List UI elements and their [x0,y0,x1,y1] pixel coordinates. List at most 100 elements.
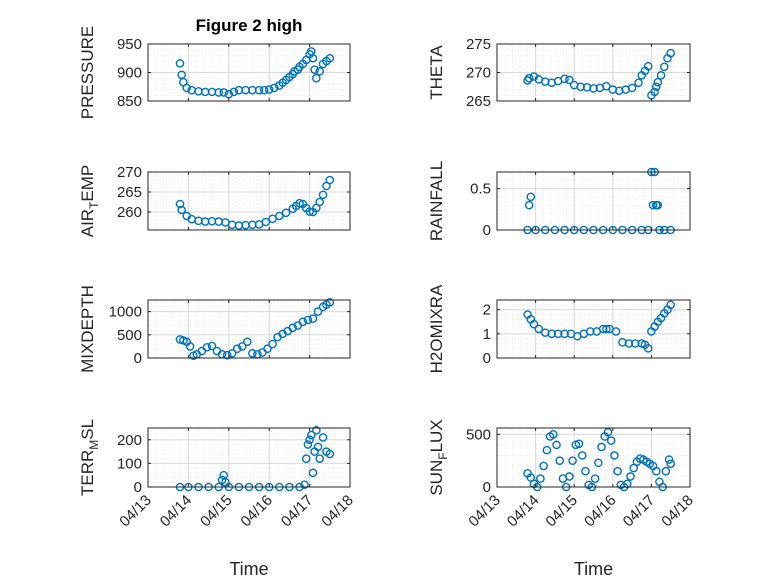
y-tick-label: 0.5 [470,181,491,198]
panel-air-emp: 260 265 270 AIRTEMP [78,164,351,238]
data-point [565,472,574,481]
data-point [555,456,565,465]
panel-sun-lux: 0 500 SUNFLUX 04/13 04/14 04/15 04/16 04/17 04/1… [427,419,697,579]
data-point [666,300,676,310]
data-point [264,85,274,94]
data-point [269,83,279,93]
data-point [534,324,544,334]
data-point [263,344,272,354]
data-point [565,75,574,85]
data-point [281,208,291,218]
data-point [589,84,598,93]
figure-title: Figure 2 high [196,16,303,35]
y-tick-label: 850 [117,93,142,110]
data-point [598,324,608,334]
data-point [602,324,611,334]
y-tick-label: 0 [134,350,142,367]
data-point [214,88,223,97]
data-point [529,319,539,329]
y-axis-label: AIRTEMP [78,165,101,238]
data-point [611,327,621,336]
data-point [185,342,195,351]
data-point [295,198,304,208]
data-point [305,435,314,445]
data-point [659,62,669,72]
data-point [577,451,587,460]
y-tick-label: 100 [117,455,142,472]
data-point [656,71,666,80]
data-point [303,315,313,325]
data-point [308,314,318,323]
data-point [666,48,676,58]
data-point [650,87,659,97]
x-tick-label: 04/16 [581,492,620,531]
x-tick-label: 04/17 [278,492,317,531]
data-point [325,298,335,307]
data-point [653,77,663,87]
data-point [305,207,314,216]
data-point [536,474,545,483]
data-point [254,85,264,95]
data-point [318,190,328,200]
panel-h2omixra: 0 1 2 H2OMIXRA [427,284,691,373]
axes-box [147,427,351,488]
data-point [315,67,325,76]
y-tick-label: 0 [134,479,142,496]
axes-box [496,427,691,488]
data-point [523,76,532,85]
data-point [229,87,239,97]
data-point [175,59,185,68]
data-point [547,329,556,339]
axes-box [147,299,351,359]
y-tick-label: 270 [117,164,142,181]
data-point [631,339,640,348]
data-point [288,323,298,333]
data-point [177,205,186,215]
data-point [581,466,590,476]
data-point [576,82,585,92]
y-tick-label: 900 [117,65,142,82]
data-point [312,426,321,435]
y-tick-label: 950 [117,36,142,53]
y-axis-label: RAINFALL [427,161,446,241]
data-point [648,200,658,210]
data-point [313,442,323,452]
data-point [207,341,217,351]
data-point [318,433,328,442]
y-tick-label: 200 [117,432,142,449]
data-point [643,344,653,353]
x-tick-label: 04/14 [157,492,196,531]
data-point [526,192,536,202]
y-tick-label: 0 [483,222,491,239]
data-point [300,480,309,489]
data-point [624,339,634,348]
data-point [298,317,308,327]
data-point [643,61,653,71]
data-point [222,350,232,360]
data-point [524,200,534,210]
data-point [315,454,325,463]
data-point [303,440,313,449]
y-axis-label: SUNFLUX [427,419,450,495]
data-point [539,461,548,471]
panel-theta: 265 270 275 THETA [427,36,691,110]
panel-terr-sl: 0 100 200 TERRMSL 04/13 04/14 04/15 04/16 04/17 0… [78,419,357,579]
data-point [312,73,321,83]
data-point [237,342,247,351]
data-point [560,329,569,339]
y-tick-label: 0 [483,479,491,496]
data-point [243,337,252,347]
data-point [651,466,661,476]
data-point [666,459,676,469]
axes-box [496,299,691,359]
data-point [606,436,616,445]
data-point [602,81,611,91]
data-point [308,468,318,478]
data-point [651,82,661,92]
data-point [175,199,185,209]
y-tick-label: 260 [117,204,142,221]
data-point [594,458,603,468]
y-tick-label: 265 [117,184,142,201]
y-tick-label: 265 [466,93,491,110]
data-point [560,74,569,84]
